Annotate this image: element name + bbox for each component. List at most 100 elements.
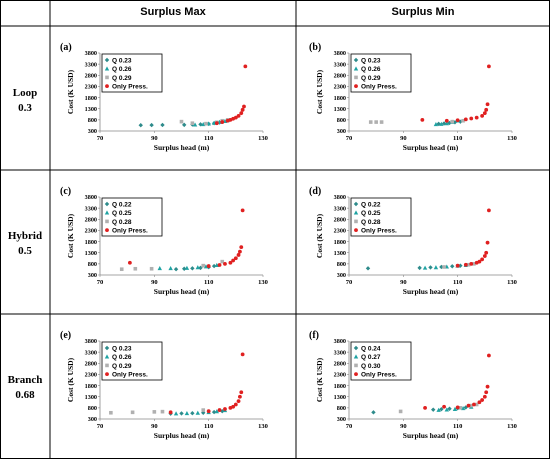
x-axis-label: Surplus head (m) [403, 143, 459, 152]
data-point [201, 408, 206, 412]
data-point [374, 120, 378, 124]
series-2 [368, 118, 465, 124]
data-point [127, 260, 132, 265]
x-tick-label: 90 [151, 423, 158, 430]
x-tick-label: 90 [400, 279, 407, 286]
y-tick-label: 1800 [85, 383, 97, 390]
legend-label: Q 0.25 [361, 210, 381, 217]
x-tick-label: 130 [258, 423, 268, 430]
data-point [428, 265, 433, 270]
data-point [439, 121, 444, 126]
legend-box [350, 53, 412, 93]
data-point [182, 122, 187, 128]
data-point [206, 264, 211, 268]
data-point [198, 122, 203, 127]
legend-label: Q 0.27 [361, 354, 381, 361]
data-point [474, 402, 479, 407]
data-point [480, 113, 485, 118]
legend-label: Q 0.28 [361, 219, 381, 226]
series-2 [109, 408, 206, 415]
legend-label: Only Press. [112, 372, 148, 379]
data-point [223, 407, 227, 411]
y-tick-label: 1300 [85, 250, 97, 257]
data-point [420, 117, 425, 122]
data-point [239, 111, 244, 116]
y-axis-label: Cost (K USD) [315, 357, 324, 402]
chart-panel-b: (b) 300 800 1300 1800 2300 2800 3300 3800 70 90 110… [309, 42, 517, 152]
data-point [240, 208, 245, 213]
data-point [444, 121, 449, 126]
data-point [469, 116, 474, 121]
y-tick-label: 1800 [334, 383, 346, 390]
y-tick-label: 3300 [334, 205, 346, 212]
data-point [423, 405, 427, 410]
x-tick-label: 90 [151, 135, 158, 142]
data-point [422, 265, 428, 270]
data-point [484, 107, 489, 112]
y-axis-label: Cost (K USD) [66, 213, 75, 258]
row-label-name: Loop [12, 87, 38, 99]
series-3 [168, 352, 245, 415]
y-tick-label: 300 [337, 128, 346, 135]
legend-marker [354, 228, 358, 233]
legend-label: Q 0.26 [361, 66, 381, 73]
row-label-hybrid: Hybrid 0.5 [0, 229, 50, 259]
legend-label: Only Press. [361, 372, 397, 379]
chart-panel-e: (e) 300 800 1300 1800 2300 2800 3300 3800 70 90 110… [60, 330, 268, 440]
data-point [442, 265, 446, 269]
x-tick-label: 90 [400, 423, 407, 430]
y-tick-label: 2300 [334, 228, 346, 235]
data-point [485, 102, 490, 107]
legend-box [101, 197, 163, 237]
y-tick-label: 3300 [334, 349, 346, 356]
legend-label: Q 0.24 [361, 345, 381, 352]
y-tick-label: 3800 [85, 50, 97, 57]
data-point [484, 250, 489, 255]
data-point [484, 390, 489, 395]
y-tick-label: 1800 [85, 239, 97, 246]
data-point [371, 410, 376, 415]
data-point [179, 119, 184, 124]
legend-marker [105, 84, 109, 88]
data-point [231, 258, 236, 263]
data-point [458, 406, 463, 410]
data-point [444, 407, 449, 412]
data-point [231, 404, 236, 409]
legend-label: Q 0.22 [112, 201, 132, 208]
data-point [152, 410, 157, 414]
x-tick-label: 130 [507, 135, 517, 142]
data-point [487, 208, 491, 213]
data-point [466, 262, 471, 267]
data-point [192, 122, 198, 127]
x-tick-label: 70 [346, 135, 353, 142]
x-tick-label: 90 [151, 279, 158, 286]
y-tick-label: 300 [337, 272, 346, 279]
chart-panel-d: (d) 300 800 1300 1800 2300 2800 3300 3800 70 90 110… [309, 186, 517, 296]
x-tick-label: 70 [346, 423, 353, 430]
data-point [463, 262, 468, 267]
y-tick-label: 3300 [334, 61, 346, 68]
legend-marker [105, 228, 109, 233]
y-tick-label: 300 [88, 416, 97, 423]
data-point [233, 256, 238, 261]
data-point [243, 64, 248, 69]
data-point [461, 118, 465, 123]
data-point [173, 411, 179, 416]
data-point [195, 265, 200, 270]
data-point [220, 120, 225, 124]
x-tick-label: 130 [258, 279, 268, 286]
data-point [379, 120, 384, 124]
y-tick-label: 2800 [334, 216, 346, 223]
column-header-surplus-min: Surplus Min [391, 6, 455, 18]
row-label-name: Hybrid [7, 230, 43, 242]
y-axis-label: Cost (K USD) [315, 213, 324, 258]
data-point [417, 265, 422, 271]
data-point [455, 263, 460, 268]
legend-label: Q 0.28 [112, 219, 132, 226]
legend-marker [105, 75, 109, 80]
x-tick-label: 70 [346, 279, 353, 286]
data-point [439, 406, 444, 412]
legend-box [350, 197, 412, 237]
